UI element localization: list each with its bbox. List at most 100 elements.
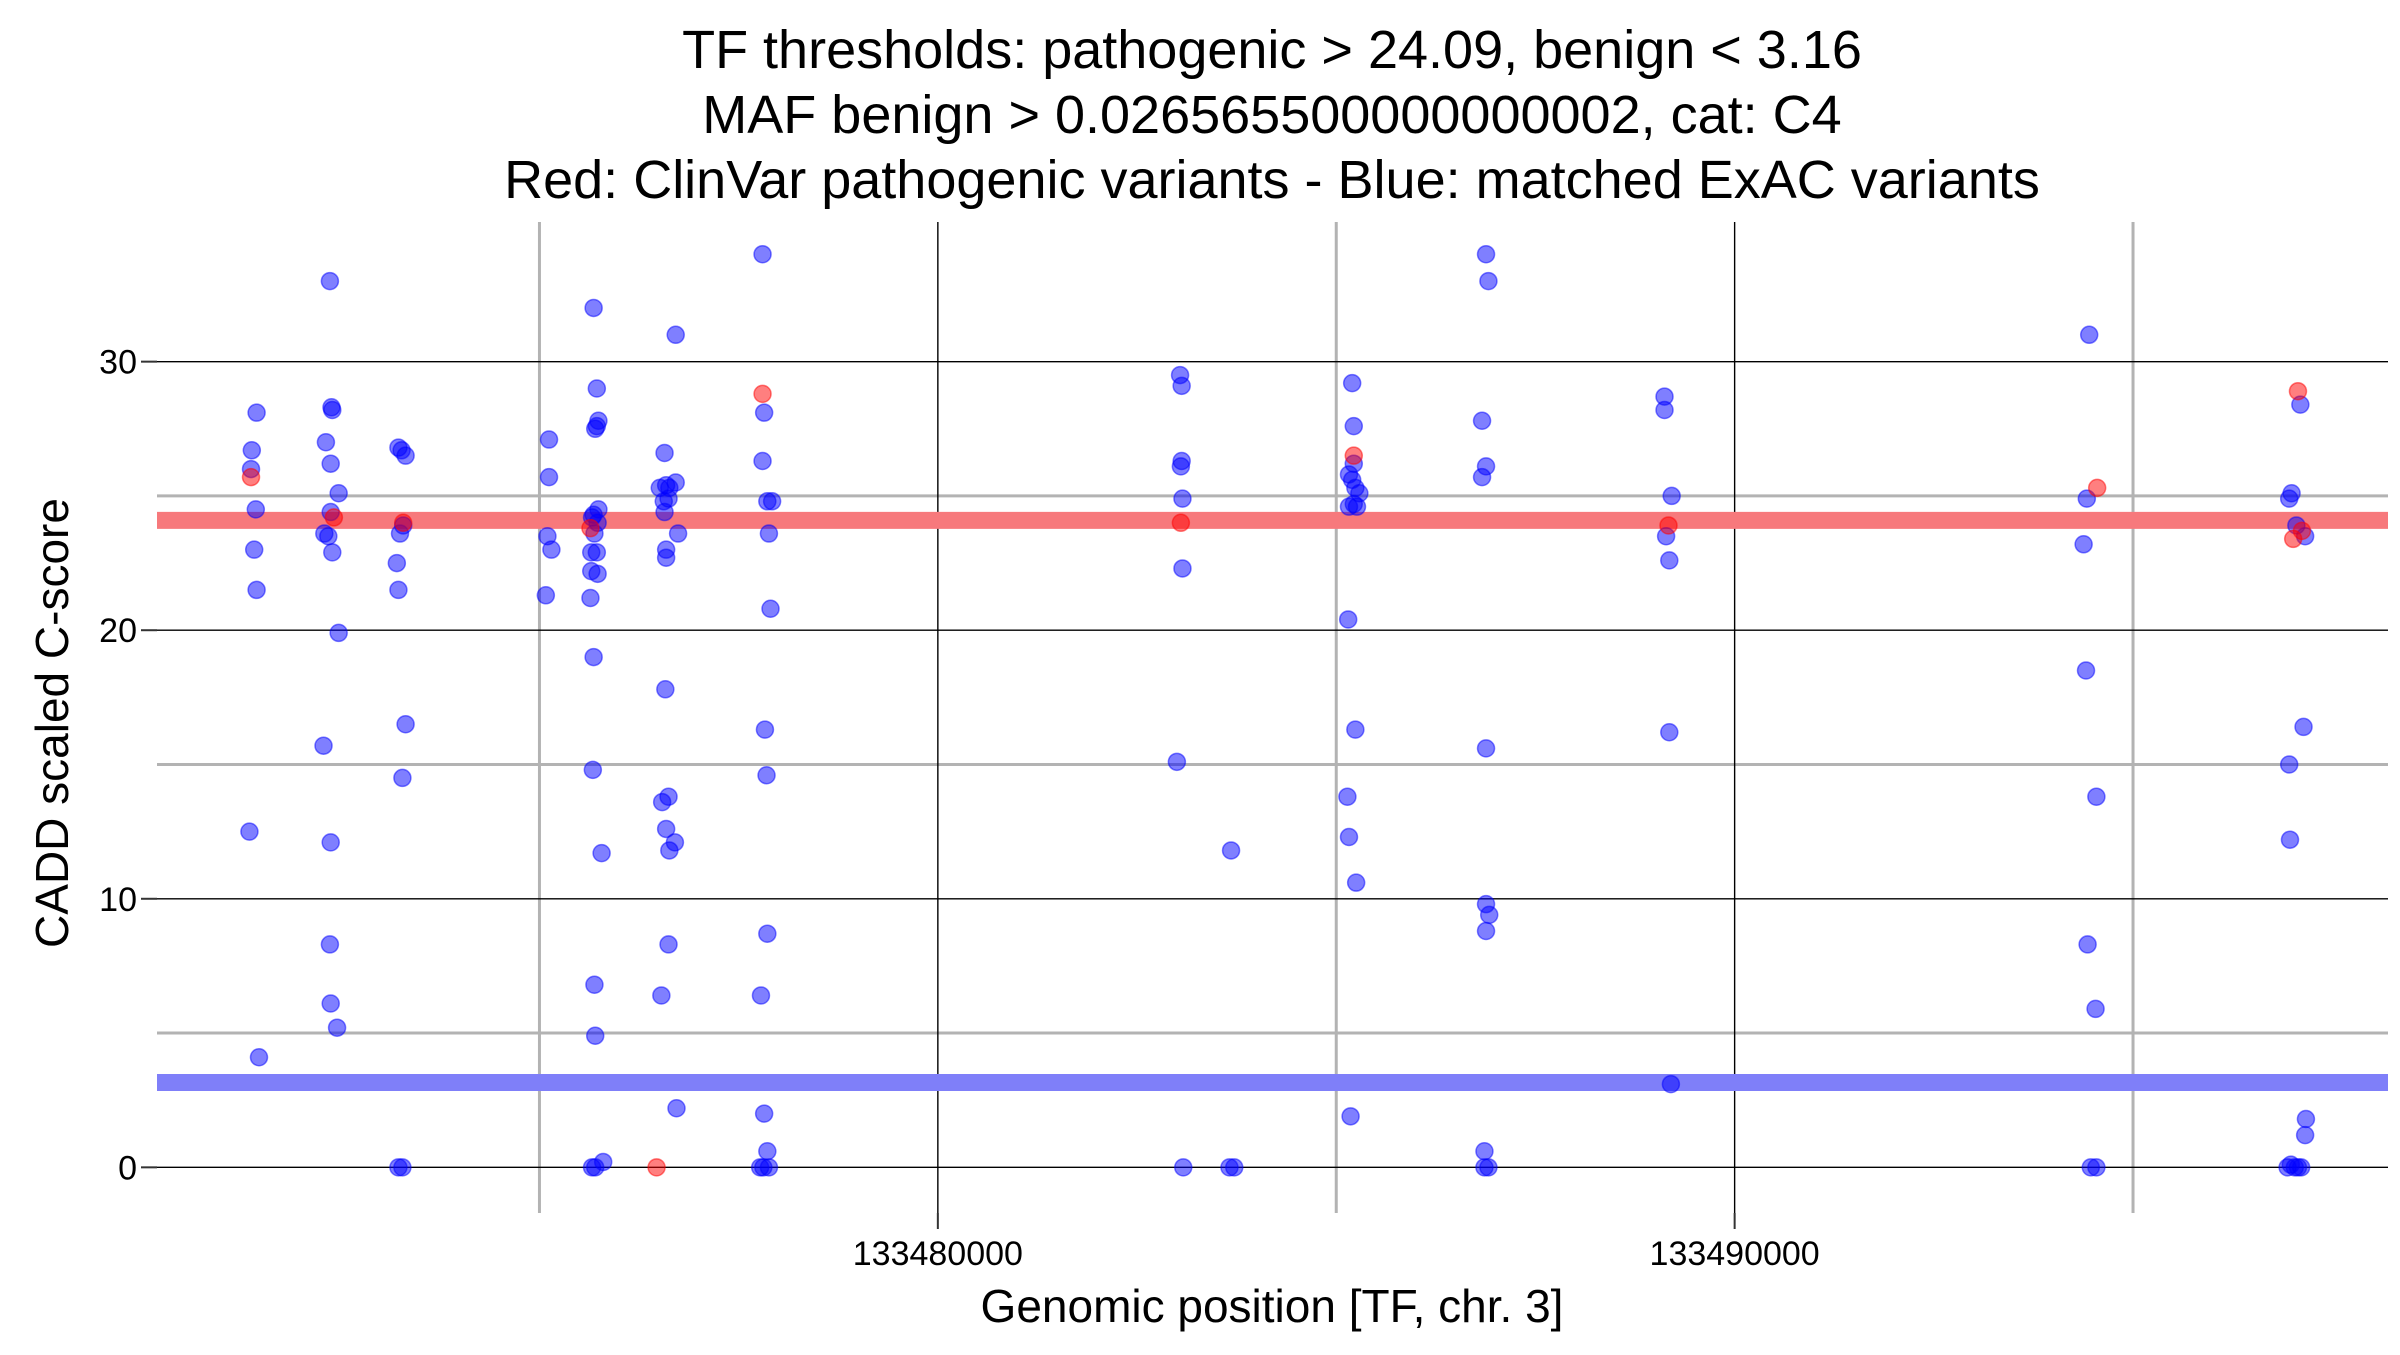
data-point [324,508,344,527]
data-point [1173,489,1192,508]
data-point [1344,416,1364,436]
data-point [1346,720,1365,739]
data-point [319,526,338,546]
data-point [542,540,561,559]
data-point [393,513,413,533]
data-point [587,379,607,398]
data-point [584,647,603,667]
data-point [755,720,775,739]
data-point [322,398,341,417]
chart-title-line-3: Red: ClinVar pathogenic variants - Blue:… [504,150,2040,210]
data-point [246,500,266,519]
data-point [585,1158,605,1177]
data-point [1338,610,1358,629]
data-point [2078,935,2097,954]
data-point [2079,325,2099,345]
data-point [1347,497,1367,516]
data-point [240,822,259,841]
data-point [659,935,678,954]
data-point [1660,551,1679,570]
data-point [2288,381,2308,401]
data-point [754,403,774,422]
data-point [396,446,415,465]
data-point [588,564,607,584]
data-point [1660,723,1679,742]
data-point [1173,559,1192,578]
data-point [320,935,340,954]
data-point [387,553,407,573]
data-point [585,1026,605,1045]
data-point [2074,535,2093,554]
data-point [587,543,607,562]
data-point [1221,841,1241,860]
threshold-lines [157,511,2388,1091]
data-point [759,524,779,543]
data-point [761,599,780,618]
data-point [1339,827,1359,847]
data-point [660,841,679,860]
data-point [2278,1158,2297,1177]
data-point [1171,513,1191,533]
data-point [2076,661,2096,680]
data-point [321,454,340,473]
data-point [2279,489,2299,508]
data-point [1338,787,1357,806]
data-point [389,580,408,600]
y-tick-label: 20 [99,612,137,650]
minor-gridlines [157,222,2388,1213]
data-point [753,384,772,404]
data-point [751,986,771,1005]
data-point [757,765,776,785]
data-point [396,714,415,734]
data-point [753,244,772,264]
chart-title: TF thresholds: pathogenic > 24.09, benig… [504,20,2040,210]
data-point [247,403,266,422]
x-tick-label: 133490000 [1650,1235,1820,1273]
data-point [393,1158,412,1177]
data-point [1479,271,1498,291]
data-point [321,994,340,1013]
data-point [244,540,264,559]
data-point [2087,478,2107,498]
data-point [1661,1074,1681,1094]
data-point [1472,411,1492,430]
data-point [1662,486,1681,506]
data-points [240,244,2316,1177]
data-point [539,467,559,487]
data-point [2292,521,2312,541]
data-point [316,432,336,452]
y-axis-ticks: 0 10 20 30 [99,344,157,1187]
data-point [1659,516,1678,535]
y-axis-title: CADD scaled C-score [26,498,78,948]
data-point [583,760,603,780]
y-tick-label: 0 [118,1149,137,1187]
data-point [655,443,674,463]
data-point [647,1158,666,1177]
data-point [1475,1141,1494,1161]
data-point [2295,1125,2315,1145]
data-point [759,1158,779,1177]
data-point [1172,376,1191,396]
data-point [1344,446,1364,465]
data-point [1346,873,1366,892]
y-tick-label: 10 [99,881,137,919]
data-point [320,271,340,291]
major-gridlines [157,222,2388,1213]
data-point [655,502,674,522]
data-point [667,1099,686,1118]
data-point [1476,244,1496,264]
x-tick-label: 133480000 [853,1235,1023,1273]
data-point [1476,921,1496,941]
data-point [241,467,261,487]
data-point [321,833,340,852]
chart-title-line-1: TF thresholds: pathogenic > 24.09, benig… [682,20,1862,80]
data-point [242,441,262,460]
data-point [668,524,688,543]
data-point [247,580,266,600]
data-point [1655,400,1674,420]
data-point [758,1141,777,1161]
y-tick-label: 30 [99,344,137,382]
data-point [753,451,772,471]
